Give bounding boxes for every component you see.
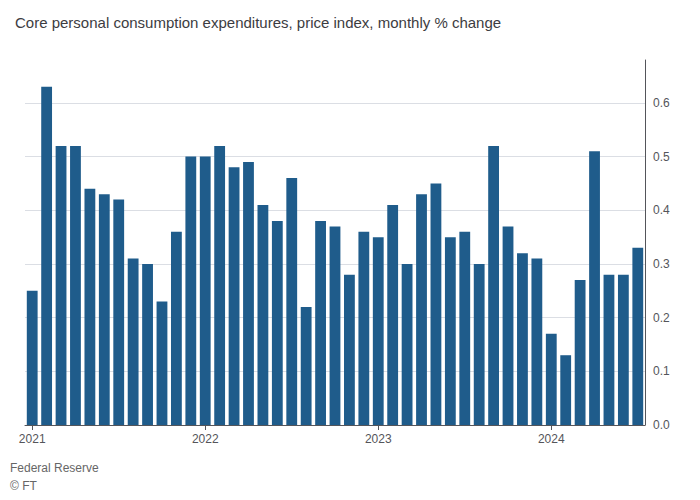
svg-text:0.2: 0.2	[653, 311, 670, 325]
svg-text:2023: 2023	[365, 432, 392, 446]
svg-text:2022: 2022	[192, 432, 219, 446]
svg-text:© FT: © FT	[10, 479, 38, 493]
svg-text:0.4: 0.4	[653, 203, 670, 217]
svg-text:2021: 2021	[19, 432, 46, 446]
svg-text:0.6: 0.6	[653, 96, 670, 110]
svg-text:Core personal consumption expe: Core personal consumption expenditures, …	[15, 14, 501, 31]
svg-text:2024: 2024	[538, 432, 565, 446]
svg-text:0.0: 0.0	[653, 418, 670, 432]
svg-text:0.5: 0.5	[653, 150, 670, 164]
svg-text:Federal Reserve: Federal Reserve	[10, 461, 99, 475]
svg-text:0.3: 0.3	[653, 257, 670, 271]
svg-text:0.1: 0.1	[653, 364, 670, 378]
